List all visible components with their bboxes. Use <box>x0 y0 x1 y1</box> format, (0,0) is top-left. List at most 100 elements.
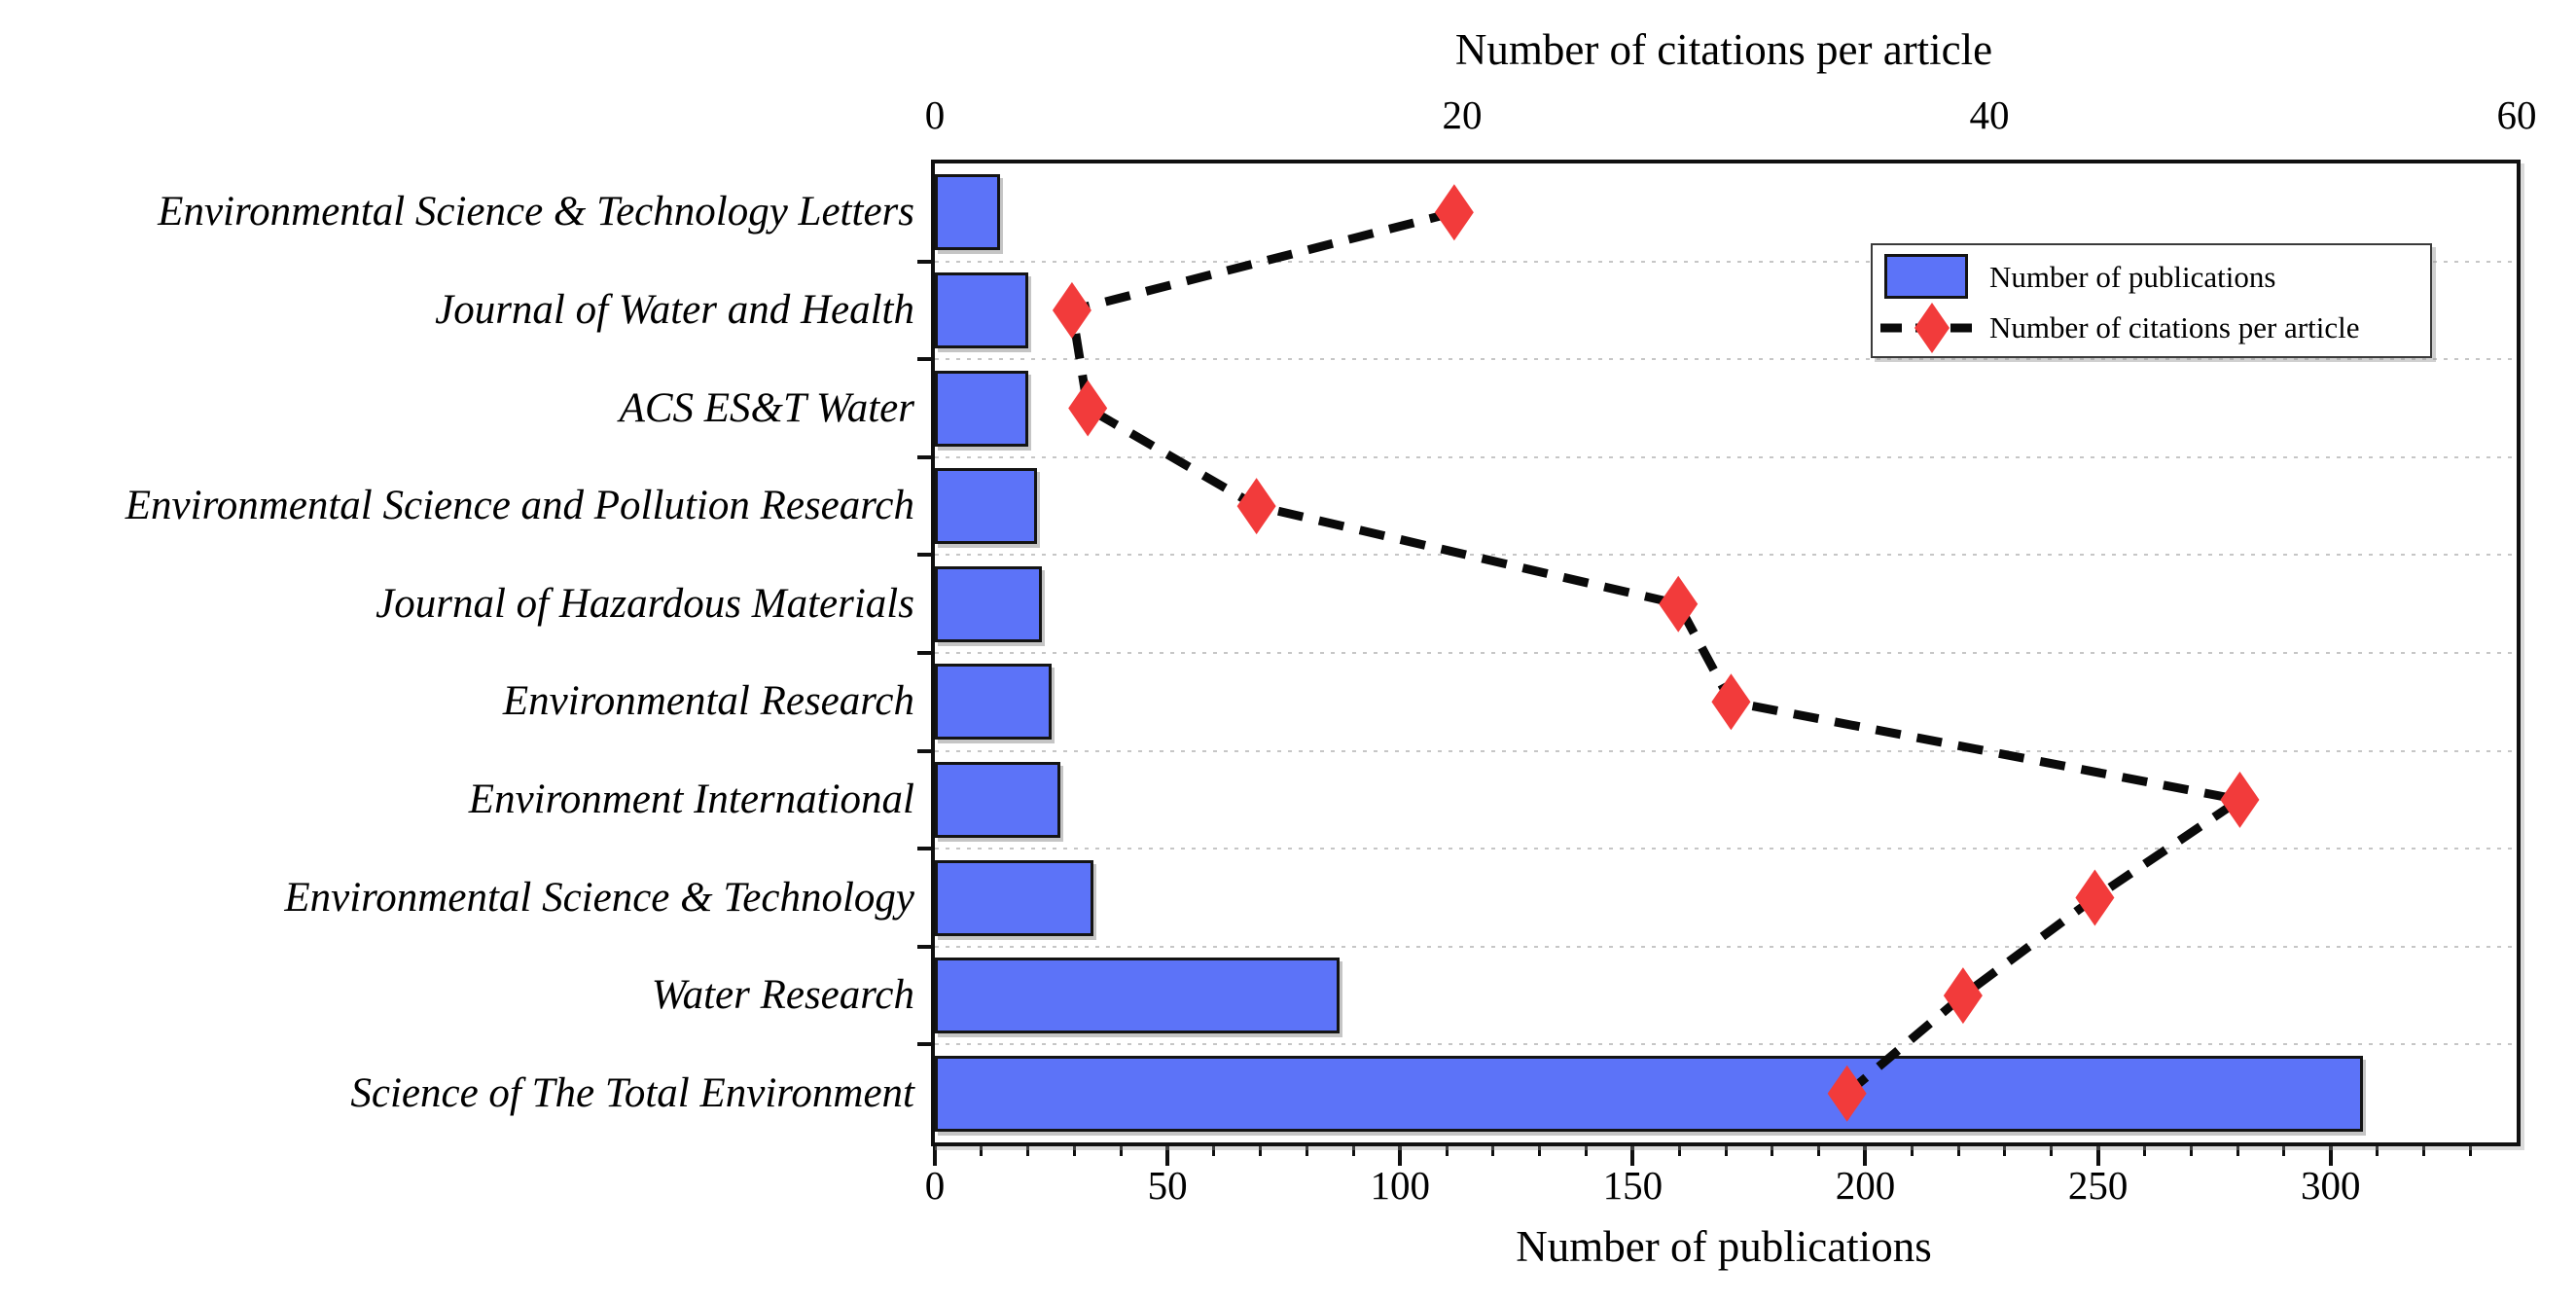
citations-diamond-marker <box>1052 281 1091 339</box>
tick-mark <box>1119 1144 1123 1156</box>
bottom-axis-tick-label: 300 <box>2300 1163 2361 1208</box>
publications-bar <box>935 370 1028 447</box>
publications-bar <box>935 1055 2363 1132</box>
legend-entry-citations: Number of citations per article <box>1873 303 2434 353</box>
citations-diamond-marker <box>1068 380 1108 437</box>
tick-mark <box>917 259 935 264</box>
tick-mark <box>1538 1144 1542 1156</box>
publications-bar-swatch-icon <box>1884 254 1968 299</box>
tick-mark <box>1306 1144 1309 1156</box>
tick-mark <box>917 454 935 459</box>
category-label: Journal of Water and Health <box>435 286 914 333</box>
publications-bar <box>935 664 1052 741</box>
citations-diamond-marker <box>2220 771 2260 828</box>
legend-box: Number of publications Number of citatio… <box>1871 243 2432 358</box>
row-separator-gridline <box>935 358 2517 361</box>
citations-diamond-dash-swatch-icon <box>1880 303 1984 353</box>
legend-entry-publications: Number of publications <box>1873 253 2434 302</box>
tick-mark <box>1630 1144 1635 1166</box>
row-separator-gridline <box>935 652 2517 654</box>
category-label: Environmental Science & Technology <box>284 874 914 921</box>
tick-mark <box>2142 1144 2146 1156</box>
citations-diamond-marker <box>1943 967 1983 1025</box>
tick-mark <box>1351 1144 1355 1156</box>
category-label: Journal of Hazardous Materials <box>376 580 914 627</box>
category-label: Environmental Research <box>502 678 914 725</box>
tick-mark <box>1863 1144 1868 1166</box>
tick-mark <box>2376 1144 2379 1156</box>
tick-mark <box>1491 1144 1495 1156</box>
bottom-axis-tick-label: 100 <box>1370 1163 1430 1208</box>
tick-mark <box>1585 1144 1589 1156</box>
tick-mark <box>1165 1144 1170 1166</box>
tick-mark <box>1259 1144 1263 1156</box>
citations-dashed-line-series <box>1052 184 2260 1122</box>
bottom-axis-tick-label: 50 <box>1147 1163 1188 1208</box>
tick-mark <box>917 748 935 753</box>
tick-mark <box>1956 1144 1960 1156</box>
tick-mark <box>2095 1144 2100 1166</box>
tick-mark <box>1398 1144 1403 1166</box>
citations-diamond-marker <box>1659 575 1699 633</box>
tick-mark <box>1910 1144 1914 1156</box>
publications-bar <box>935 271 1028 348</box>
publications-bar <box>935 761 1060 838</box>
tick-mark <box>2282 1144 2286 1156</box>
category-label: Environmental Science and Pollution Rese… <box>125 483 914 529</box>
tick-mark <box>2050 1144 2054 1156</box>
publications-bar <box>935 565 1042 642</box>
citations-diamond-marker <box>1711 673 1751 731</box>
row-separator-gridline <box>935 260 2517 263</box>
tick-mark <box>917 1042 935 1047</box>
row-separator-gridline <box>935 945 2517 948</box>
row-separator-gridline <box>935 848 2517 850</box>
legend-label-citations: Number of citations per article <box>1989 310 2360 344</box>
tick-mark <box>917 553 935 558</box>
tick-mark <box>980 1144 984 1156</box>
top-axis-tick-label: 60 <box>2496 92 2537 137</box>
tick-mark <box>1026 1144 1030 1156</box>
tick-mark <box>933 1144 937 1166</box>
tick-mark <box>917 651 935 655</box>
publications-bar <box>935 468 1037 545</box>
category-label: Environmental Science & Technology Lette… <box>158 189 914 235</box>
tick-mark <box>1724 1144 1728 1156</box>
row-separator-gridline <box>935 749 2517 752</box>
tick-mark <box>2189 1144 2193 1156</box>
bottom-axis-tick-label: 200 <box>1835 1163 1896 1208</box>
tick-mark <box>2003 1144 2007 1156</box>
bottom-axis-title: Number of publications <box>1516 1222 1932 1271</box>
row-separator-gridline <box>935 455 2517 458</box>
citations-dashed-line <box>1066 207 2251 1098</box>
tick-mark <box>917 944 935 949</box>
bottom-axis-tick-label: 150 <box>1602 1163 1664 1208</box>
bottom-axis-tick-label: 250 <box>2067 1163 2129 1208</box>
tick-mark <box>1817 1144 1821 1156</box>
category-label: ACS ES&T Water <box>619 384 914 431</box>
tick-mark <box>1212 1144 1216 1156</box>
citations-diamond-marker <box>1434 184 1474 241</box>
top-axis-tick-label: 40 <box>1969 92 2010 137</box>
tick-mark <box>2421 1144 2425 1156</box>
top-axis-tick-label: 0 <box>924 92 946 137</box>
category-label: Environment International <box>468 776 914 822</box>
category-label: Water Research <box>651 972 914 1019</box>
legend-label-publications: Number of publications <box>1989 260 2276 294</box>
tick-mark <box>917 847 935 851</box>
tick-mark <box>1771 1144 1774 1156</box>
citations-diamond-marker <box>1236 478 1276 535</box>
tick-mark <box>2468 1144 2472 1156</box>
tick-mark <box>1677 1144 1681 1156</box>
tick-mark <box>2328 1144 2333 1166</box>
tick-mark <box>2236 1144 2239 1156</box>
publications-bar <box>935 958 1340 1034</box>
publications-bar <box>935 859 1093 936</box>
row-separator-gridline <box>935 554 2517 557</box>
citations-diamond-marker <box>1827 1065 1867 1122</box>
bottom-axis-tick-label: 0 <box>924 1163 946 1208</box>
tick-mark <box>1072 1144 1076 1156</box>
tick-mark <box>1445 1144 1449 1156</box>
top-axis-tick-label: 20 <box>1442 92 1483 137</box>
publications-bar <box>935 174 1000 251</box>
